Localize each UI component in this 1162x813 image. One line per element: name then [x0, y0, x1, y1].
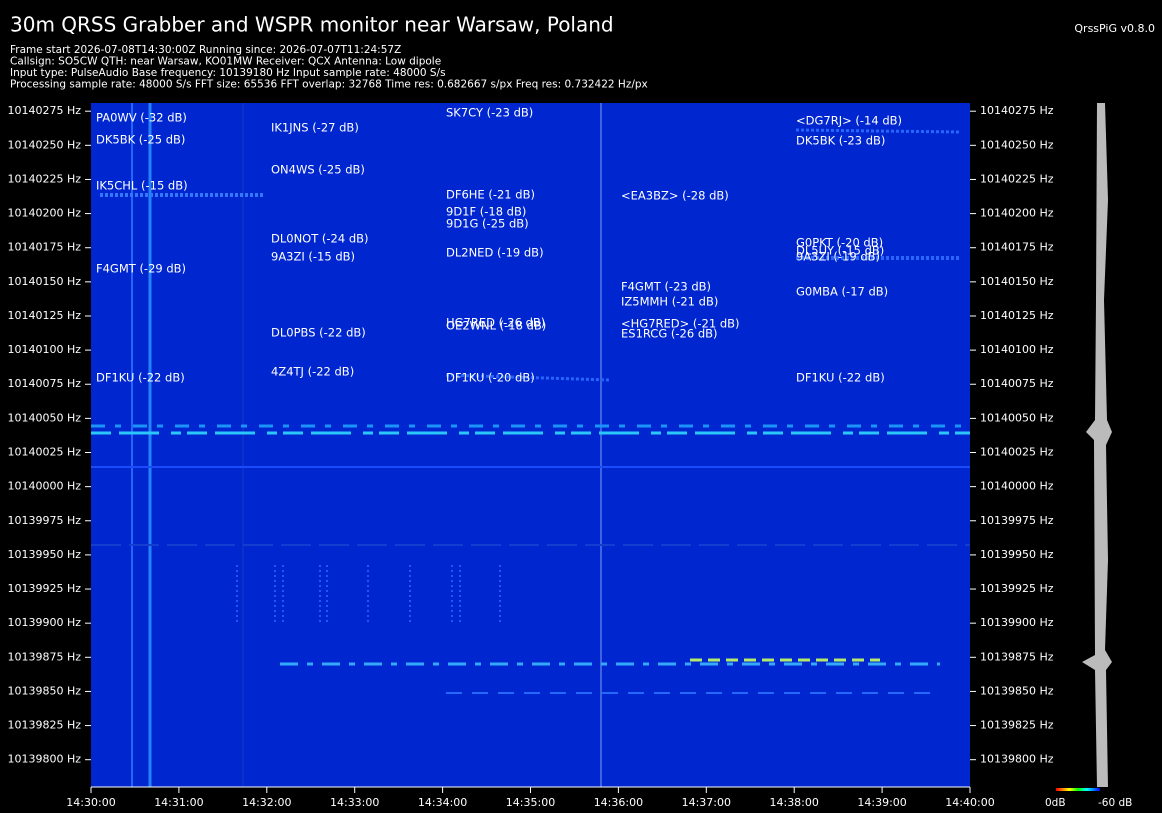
y-tick-label: 10139950 Hz	[7, 548, 81, 561]
y-tick-label: 10139875 Hz	[7, 650, 81, 663]
colorbar	[1056, 788, 1100, 791]
x-tick-label: 14:39:00	[857, 796, 906, 809]
x-tick-label: 14:37:00	[682, 796, 731, 809]
y-tick-label-right: 10140050 Hz	[980, 411, 1054, 424]
station-label: IK1JNS (-27 dB)	[271, 121, 359, 135]
y-tick-label-right: 10140200 Hz	[980, 207, 1054, 220]
y-tick-label-right: 10140275 Hz	[980, 104, 1054, 117]
signals	[91, 103, 970, 787]
chart-title: 30m QRSS Grabber and WSPR monitor near W…	[10, 13, 614, 37]
station-label: G0MBA (-17 dB)	[796, 285, 888, 299]
y-tick-label: 10139800 Hz	[7, 753, 81, 766]
station-label: IZ5MMH (-21 dB)	[621, 295, 718, 309]
x-tick-label: 14:31:00	[154, 796, 203, 809]
station-label: HG7RED (-26 dB)	[446, 316, 545, 330]
station-label: DL2NED (-19 dB)	[446, 246, 544, 260]
station-label: G0PKT (-20 dB)	[796, 236, 883, 250]
y-tick-label: 10140100 Hz	[7, 343, 81, 356]
x-tick-label: 14:38:00	[769, 796, 818, 809]
station-label: 9A3ZI (-15 dB)	[271, 250, 355, 264]
station-label: DF1KU (-22 dB)	[796, 371, 885, 385]
info-line: Frame start 2026-07-08T14:30:00Z Running…	[10, 44, 401, 56]
station-label: DL5UY (-15 dB)	[796, 244, 884, 258]
station-label: OE2WNL (-18 dB)	[446, 319, 546, 333]
y-tick-label-right: 10140125 Hz	[980, 309, 1054, 322]
station-label: ON4WS (-25 dB)	[271, 163, 365, 177]
x-tick-label: 14:33:00	[330, 796, 379, 809]
y-tick-label: 10139925 Hz	[7, 582, 81, 595]
y-tick-label-right: 10139800 Hz	[980, 753, 1054, 766]
station-label: 9A3ZI (-19 dB)	[796, 250, 880, 264]
spectrogram-noise	[91, 103, 970, 787]
y-tick-label-right: 10139875 Hz	[980, 650, 1054, 663]
y-tick-label: 10140000 Hz	[7, 480, 81, 493]
y-tick-label-right: 10140150 Hz	[980, 275, 1054, 288]
y-tick-label: 10140125 Hz	[7, 309, 81, 322]
y-tick-label-right: 10140075 Hz	[980, 377, 1054, 390]
colorbar-label: -60 dB	[1098, 797, 1132, 809]
y-tick-label: 10140275 Hz	[7, 104, 81, 117]
y-tick-label-right: 10139975 Hz	[980, 514, 1054, 527]
y-tick-label: 10139900 Hz	[7, 616, 81, 629]
station-label: DF1KU (-22 dB)	[96, 371, 185, 385]
station-label: <HG7RED> (-21 dB)	[621, 317, 740, 331]
station-label: DK5BK (-25 dB)	[96, 133, 185, 147]
station-label: DK5BK (-23 dB)	[796, 134, 885, 148]
info-line: Input type: PulseAudio Base frequency: 1…	[10, 67, 446, 79]
power-profile	[1082, 103, 1112, 787]
station-label: SK7CY (-23 dB)	[446, 106, 533, 120]
y-tick-label-right: 10139900 Hz	[980, 616, 1054, 629]
station-label: DF6HE (-21 dB)	[446, 188, 535, 202]
station-label: <DG7RJ> (-14 dB)	[796, 114, 902, 128]
x-tick-label: 14:36:00	[594, 796, 643, 809]
y-tick-label: 10139850 Hz	[7, 684, 81, 697]
version: QrssPiG v0.8.0	[1074, 22, 1155, 35]
station-label: IK5CHL (-15 dB)	[96, 179, 188, 193]
y-tick-label-right: 10140250 Hz	[980, 138, 1054, 151]
y-tick-label-right: 10139925 Hz	[980, 582, 1054, 595]
station-label: DL0PBS (-22 dB)	[271, 326, 366, 340]
info-line: Callsign: SO5CW QTH: near Warsaw, KO01MW…	[10, 56, 441, 68]
y-tick-label-right: 10140025 Hz	[980, 446, 1054, 459]
station-label: ES1RCG (-26 dB)	[621, 327, 718, 341]
station-label: F4GMT (-23 dB)	[621, 280, 711, 294]
y-tick-label: 10139975 Hz	[7, 514, 81, 527]
y-tick-label-right: 10140225 Hz	[980, 172, 1054, 185]
y-tick-label: 10140025 Hz	[7, 446, 81, 459]
x-tick-label: 14:40:00	[945, 796, 994, 809]
x-tick-label: 14:32:00	[242, 796, 291, 809]
x-tick-label: 14:34:00	[418, 796, 467, 809]
y-tick-label-right: 10139950 Hz	[980, 548, 1054, 561]
y-tick-label: 10139825 Hz	[7, 719, 81, 732]
y-tick-label: 10140050 Hz	[7, 411, 81, 424]
station-label: 9D1G (-25 dB)	[446, 217, 529, 231]
colorbar-label: 0dB	[1045, 797, 1066, 809]
y-tick-label-right: 10140175 Hz	[980, 241, 1054, 254]
station-label: F4GMT (-29 dB)	[96, 262, 186, 276]
station-label: DF1KU (-20 dB)	[446, 371, 535, 385]
x-tick-label: 14:30:00	[66, 796, 115, 809]
y-tick-label: 10140075 Hz	[7, 377, 81, 390]
station-label: <EA3BZ> (-28 dB)	[621, 189, 729, 203]
station-label: PA0WV (-32 dB)	[96, 111, 187, 125]
station-label: DL0NOT (-24 dB)	[271, 232, 369, 246]
station-label: 9D1F (-18 dB)	[446, 205, 526, 219]
x-tick-label: 14:35:00	[506, 796, 555, 809]
y-tick-label: 10140225 Hz	[7, 172, 81, 185]
y-tick-label-right: 10140100 Hz	[980, 343, 1054, 356]
y-tick-label-right: 10139825 Hz	[980, 719, 1054, 732]
y-tick-label: 10140200 Hz	[7, 207, 81, 220]
y-tick-label-right: 10139850 Hz	[980, 684, 1054, 697]
y-tick-label: 10140150 Hz	[7, 275, 81, 288]
station-label: 4Z4TJ (-22 dB)	[271, 365, 354, 379]
info-line: Processing sample rate: 48000 S/s FFT si…	[10, 79, 648, 91]
y-tick-label: 10140250 Hz	[7, 138, 81, 151]
y-tick-label-right: 10140000 Hz	[980, 480, 1054, 493]
y-tick-label: 10140175 Hz	[7, 241, 81, 254]
